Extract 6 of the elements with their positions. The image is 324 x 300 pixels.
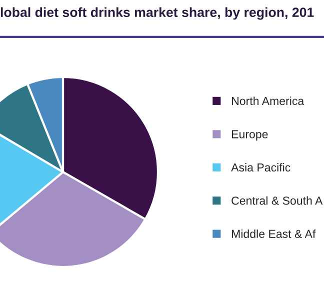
- legend-label: Central & South A: [232, 196, 323, 205]
- legend-label: Asia Pacific: [231, 163, 290, 172]
- legend-label: North America: [232, 96, 304, 106]
- chart-title: lobal diet soft drinks market share, by region, 201: [0, 7, 314, 20]
- legend-label: Europe: [232, 130, 268, 141]
- legend-label: Middle East & Af: [232, 230, 316, 238]
